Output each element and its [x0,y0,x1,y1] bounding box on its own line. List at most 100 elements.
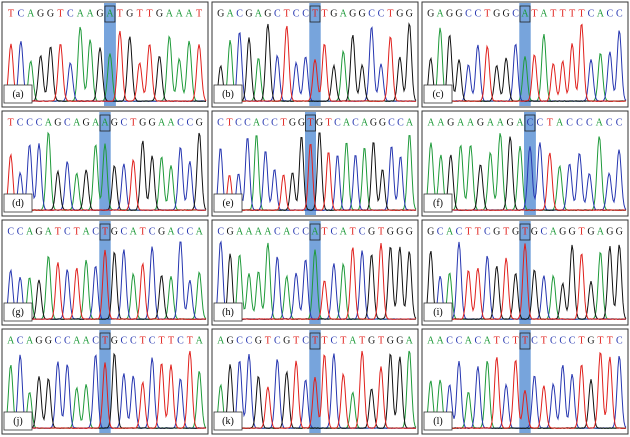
base-letter: C [559,335,566,346]
base-letter: G [255,335,262,346]
base-letter: G [245,8,252,19]
highlight-box [305,114,316,132]
trace [3,153,207,211]
base-letter: C [17,226,24,237]
base-letter: T [547,117,553,128]
base-letter: A [497,117,505,128]
base-letter: A [437,8,445,19]
base-letter: G [493,8,500,19]
base-letter: G [446,8,453,19]
panel: A A C C A C A T C T T C T C C C T G T T C(l) [421,328,629,435]
base-letter: A [7,335,15,346]
base-letter: A [465,335,473,346]
highlight-band [309,330,321,433]
base-letter: G [111,226,118,237]
base-letter: A [550,226,558,237]
label-box [423,411,453,431]
trace [423,23,627,102]
base-letter: T [146,8,152,19]
base-letter: C [302,226,309,237]
base-letter: T [307,117,313,128]
highlight-box [524,114,536,132]
base-letter: G [606,226,613,237]
base-letter: T [117,8,123,19]
base-letter: G [359,8,366,19]
base-letter: C [64,117,71,128]
highlight-band [99,112,111,215]
base-letter: T [321,226,327,237]
base-letter: C [576,117,583,128]
base-letter: T [494,335,500,346]
base-letter: T [312,8,318,19]
base-letter: C [588,8,595,19]
base-letter: G [156,8,163,19]
base-letter: G [406,226,413,237]
base-letter: C [437,226,444,237]
base-letter: G [569,226,576,237]
base-letter: C [262,117,269,128]
base-letter: T [597,335,603,346]
base-letter: T [137,8,143,19]
base-letter: A [516,117,524,128]
base-letter: T [579,8,585,19]
base-letter: T [321,8,327,19]
base-letter: A [427,335,435,346]
base-letter: G [217,8,224,19]
highlight-band [309,3,321,106]
base-letter: G [406,8,413,19]
base-letter: T [168,335,174,346]
trace [213,243,417,320]
base-letter: T [607,335,613,346]
base-letter: C [616,8,623,19]
highlight-box [519,5,531,23]
label-box [3,84,33,104]
base-letter: C [378,8,385,19]
base-letter: G [289,117,296,128]
base-letter: C [217,226,224,237]
highlight-box [519,332,531,350]
base-letter: C [18,8,25,19]
base-letter: A [427,117,435,128]
base-letter: G [35,335,42,346]
label-box [423,302,453,322]
base-letter: C [17,117,24,128]
panel: A G C C G T C G T C T T C T A T G T G G A(k) [211,328,419,435]
base-letter: C [293,8,300,19]
base-letter: A [253,117,261,128]
base-letter: C [26,117,33,128]
panel: C T C C A C C T G G T G T C A C A G G C C A(e) [211,110,419,217]
base-letter: C [465,8,472,19]
base-letter: C [274,8,281,19]
base-letter: C [17,335,24,346]
base-letter: G [396,226,403,237]
base-letter: T [312,335,318,346]
highlight-band [309,221,321,324]
base-letter: G [559,226,566,237]
base-letter: G [35,226,42,237]
base-letter: G [387,335,394,346]
panel-label: (k) [222,416,234,427]
base-letter: C [550,335,557,346]
base-letter: C [235,117,242,128]
base-letter: G [264,8,271,19]
base-letter: A [361,117,369,128]
base-letter: T [284,8,290,19]
base-letter: G [477,117,484,128]
base-letter: A [406,335,414,346]
base-letter: C [456,335,463,346]
base-letter: A [167,117,175,128]
base-letter: A [26,335,34,346]
label-box [3,302,33,322]
base-letter: A [158,117,166,128]
base-letter: T [503,226,509,237]
base-letter: C [359,226,366,237]
base-letter: A [87,8,95,19]
base-letter: G [512,226,519,237]
base-letter: A [283,226,291,237]
base-letter: G [396,8,403,19]
base-letter: C [531,335,538,346]
base-letter: T [102,226,108,237]
base-letter: C [271,117,278,128]
base-letter: C [503,335,510,346]
base-letter: A [130,226,138,237]
